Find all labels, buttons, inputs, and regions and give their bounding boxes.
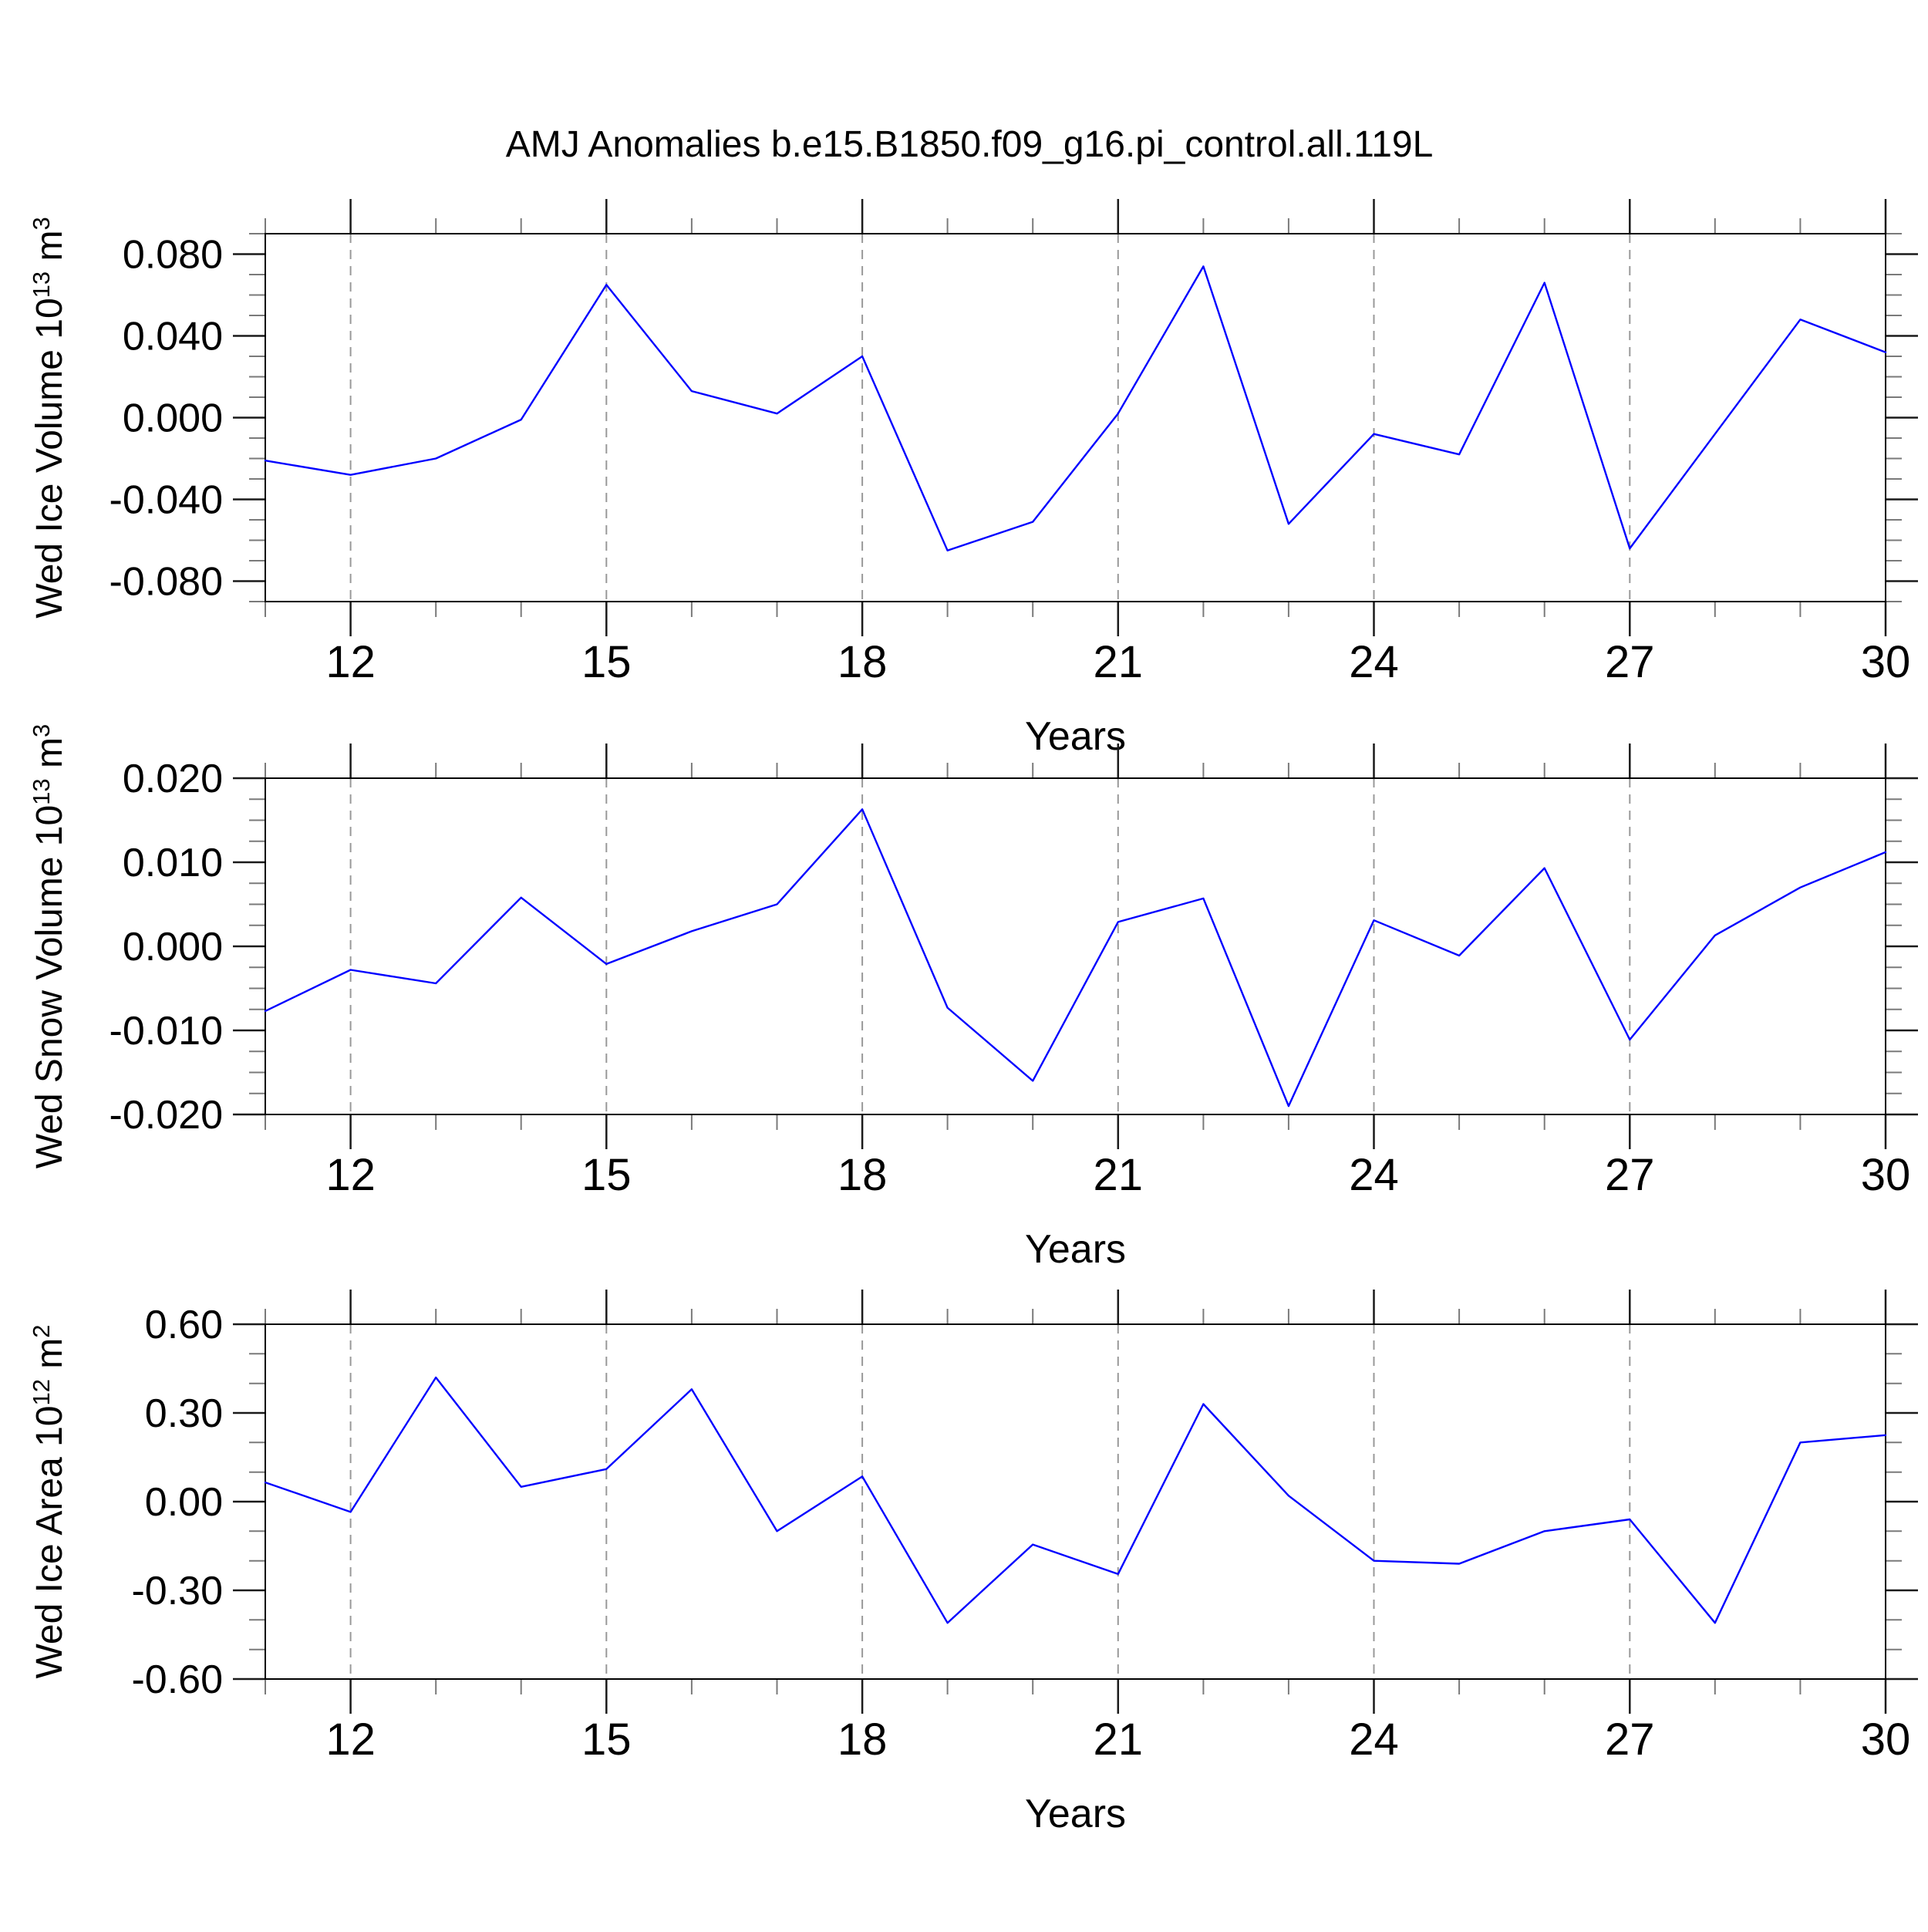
x-tick-label: 21 <box>1094 637 1144 687</box>
wed-ice-area-x-minor-ticks <box>265 1309 1802 1694</box>
wed-ice-area-x-major-ticks: 12 15 18 21 24 27 30 <box>325 1290 1910 1765</box>
wed-ice-volume-x-major-ticks: 12 15 18 21 24 27 30 <box>325 199 1910 687</box>
y-tick-label: -0.30 <box>131 1569 223 1613</box>
wed-ice-area-ylabel: Wed Ice Area 1012 m2 <box>28 1324 70 1678</box>
y-tick-label: -0.080 <box>110 560 223 605</box>
wed-ice-area-y-minor-ticks <box>249 1353 1902 1650</box>
x-tick-label: 27 <box>1605 1715 1655 1765</box>
wed-snow-volume-ylabel: Wed Snow Volume 1013 m3 <box>28 724 70 1168</box>
x-tick-label: 30 <box>1861 1150 1911 1200</box>
y-tick-label: 0.000 <box>123 396 223 441</box>
x-tick-label: 24 <box>1349 1715 1399 1765</box>
wed-snow-volume-line <box>264 808 1887 1108</box>
wed-snow-volume-frame <box>265 777 1886 1115</box>
wed-ice-area-frame <box>265 1323 1886 1680</box>
wed-snow-volume-xlabel: Years <box>1025 1227 1126 1272</box>
wed-ice-volume-y-major-ticks: 0.080 0.040 0.000 -0.040 -0.080 <box>110 233 1918 605</box>
x-tick-label: 30 <box>1861 637 1911 687</box>
x-tick-label: 15 <box>581 1150 632 1200</box>
y-tick-label: 0.00 <box>145 1480 223 1525</box>
y-tick-label: -0.020 <box>110 1093 223 1138</box>
wed-ice-volume-ylabel: Wed Ice Volume 1013 m3 <box>28 217 70 618</box>
wed-snow-volume-y-minor-ticks <box>249 798 1902 1094</box>
wed-ice-volume-x-minor-ticks <box>265 218 1802 617</box>
x-tick-label: 12 <box>325 637 376 687</box>
y-tick-label: 0.010 <box>123 841 223 885</box>
x-tick-label: 27 <box>1605 637 1655 687</box>
x-tick-label: 15 <box>581 637 632 687</box>
wed-snow-volume-y-major-ticks: 0.020 0.010 0.000 -0.010 -0.020 <box>110 757 1918 1138</box>
wed-snow-volume-x-minor-ticks <box>265 763 1802 1130</box>
panel-wed-ice-area: 0.60 0.30 0.00 -0.30 -0.60 12 15 18 21 24 27 30 Year… <box>28 1290 1918 1836</box>
y-tick-label: 0.60 <box>145 1303 223 1347</box>
wed-snow-volume-x-major-ticks: 12 15 18 21 24 27 30 <box>325 743 1910 1200</box>
panel-wed-ice-volume: 0.080 0.040 0.000 -0.040 -0.080 12 15 18 21 24 27 3… <box>28 199 1918 759</box>
x-tick-label: 18 <box>838 1715 888 1765</box>
wed-ice-area-xlabel: Years <box>1025 1792 1126 1836</box>
wed-ice-volume-xlabel: Years <box>1025 714 1126 759</box>
y-tick-label: -0.010 <box>110 1009 223 1054</box>
y-tick-label: 0.000 <box>123 925 223 969</box>
wed-ice-area-y-major-ticks: 0.60 0.30 0.00 -0.30 -0.60 <box>131 1303 1918 1702</box>
x-tick-label: 12 <box>325 1715 376 1765</box>
wed-ice-area-gridlines <box>349 1324 1631 1679</box>
x-tick-label: 12 <box>325 1150 376 1200</box>
y-tick-label: -0.60 <box>131 1657 223 1702</box>
wed-ice-volume-line <box>264 265 1887 551</box>
wed-ice-volume-y-minor-ticks <box>249 233 1902 602</box>
x-tick-label: 18 <box>838 1150 888 1200</box>
x-tick-label: 27 <box>1605 1150 1655 1200</box>
x-tick-label: 18 <box>838 637 888 687</box>
y-tick-label: -0.040 <box>110 478 223 523</box>
x-tick-label: 24 <box>1349 1150 1399 1200</box>
x-tick-label: 21 <box>1094 1715 1144 1765</box>
panel-wed-snow-volume: 0.020 0.010 0.000 -0.010 -0.020 12 15 18 21 24 27 3… <box>28 724 1918 1272</box>
wed-ice-volume-gridlines <box>349 234 1631 602</box>
x-tick-label: 15 <box>581 1715 632 1765</box>
y-tick-label: 0.040 <box>123 315 223 359</box>
wed-ice-area-line <box>264 1376 1887 1624</box>
y-tick-label: 0.080 <box>123 233 223 278</box>
y-tick-label: 0.020 <box>123 757 223 801</box>
x-tick-label: 30 <box>1861 1715 1911 1765</box>
x-tick-label: 21 <box>1094 1150 1144 1200</box>
y-tick-label: 0.30 <box>145 1391 223 1436</box>
wed-snow-volume-gridlines <box>349 778 1631 1114</box>
x-tick-label: 24 <box>1349 637 1399 687</box>
figure-title: AMJ Anomalies b.e15.B1850.f09_g16.pi_con… <box>505 124 1434 165</box>
wed-ice-volume-frame <box>265 233 1886 602</box>
